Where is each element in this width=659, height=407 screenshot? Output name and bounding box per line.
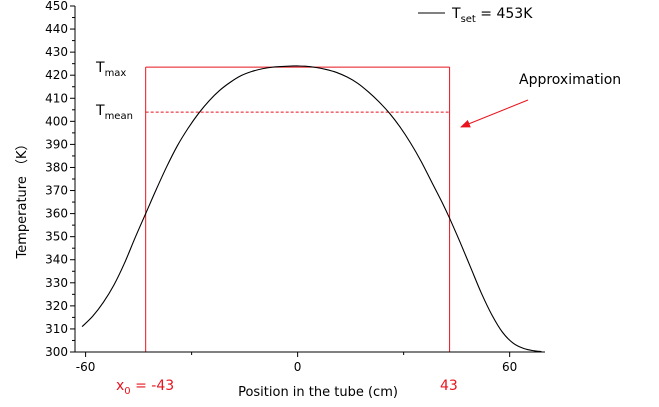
tmean-label: Tmean <box>95 103 133 122</box>
x-axis-title: Position in the tube (cm) <box>238 385 398 400</box>
legend: Tset = 453K <box>418 6 533 25</box>
y-tick-label: 420 <box>45 68 68 82</box>
y-tick-label: 340 <box>45 253 68 267</box>
y-tick-label: 440 <box>45 22 68 36</box>
x-tick-label: 60 <box>502 360 517 374</box>
y-tick-label: 330 <box>45 276 68 290</box>
y-tick-label: 410 <box>45 91 68 105</box>
approximation-arrow <box>460 99 529 128</box>
x-tick-label: -60 <box>76 360 96 374</box>
y-tick-label: 300 <box>45 345 68 359</box>
series-line <box>81 65 542 353</box>
tmax-label: Tmax <box>95 60 126 79</box>
y-tick-label: 400 <box>45 114 68 128</box>
y-axis-title: Temperature （K） <box>15 137 30 259</box>
approximation-label: Approximation <box>519 72 621 88</box>
y-tick-label: 390 <box>45 137 68 151</box>
x1-label: 43 <box>440 378 458 394</box>
y-tick-label: 430 <box>45 45 68 59</box>
y-tick-label: 320 <box>45 299 68 313</box>
y-tick-label: 310 <box>45 322 68 336</box>
y-tick-label: 350 <box>45 230 68 244</box>
legend-entry-label: Tset = 453K <box>451 6 533 25</box>
x0-label: x0 = -43 <box>116 378 174 397</box>
y-tick-label: 380 <box>45 160 68 174</box>
x-tick-label: 0 <box>294 360 302 374</box>
y-tick-label: 450 <box>45 0 68 13</box>
y-tick-label: 360 <box>45 207 68 221</box>
y-tick-label: 370 <box>45 184 68 198</box>
